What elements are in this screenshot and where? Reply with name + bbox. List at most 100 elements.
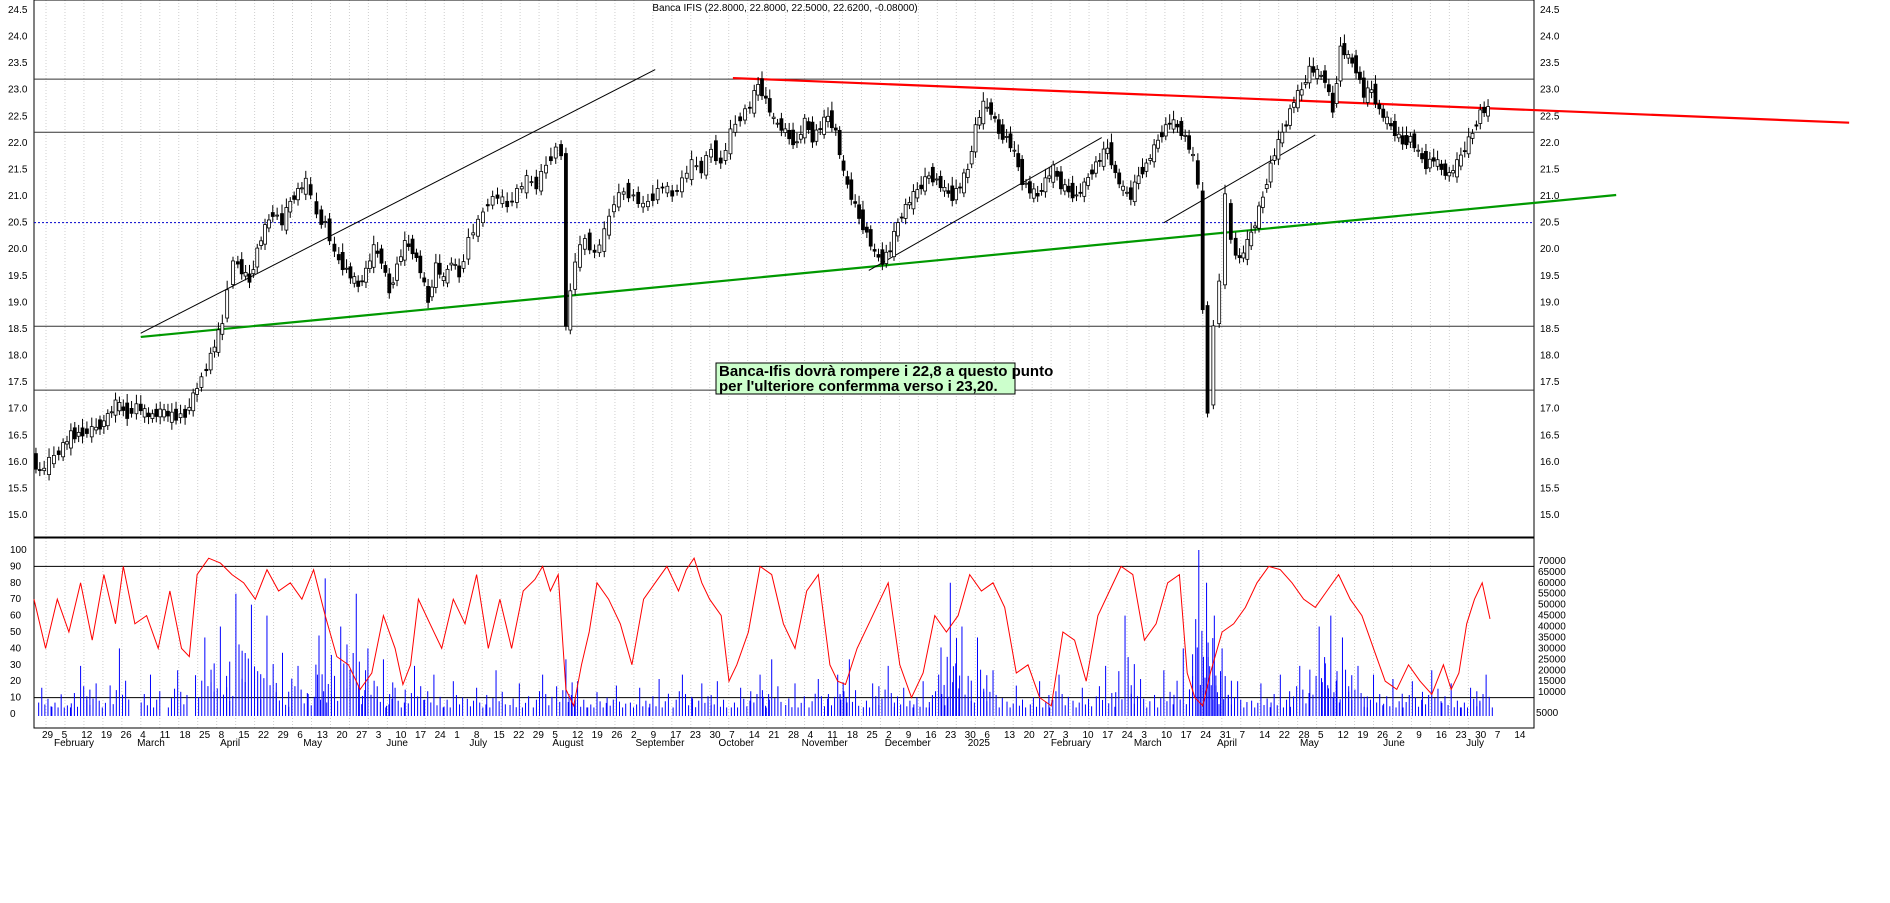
candle-body xyxy=(1260,196,1265,208)
date-day-label: 8 xyxy=(219,730,225,741)
candle-body xyxy=(519,186,524,190)
candle-body xyxy=(1424,150,1428,170)
candle-body xyxy=(1420,153,1424,160)
date-day-label: 11 xyxy=(160,730,171,741)
candle-body xyxy=(515,188,519,203)
candle-body xyxy=(332,243,337,252)
price-tick-right: 24.0 xyxy=(1540,32,1560,43)
candle-body xyxy=(348,266,353,279)
candle-body xyxy=(841,160,846,171)
candle-body xyxy=(280,213,284,226)
candle-body xyxy=(61,442,66,458)
candle-body xyxy=(818,128,823,130)
candle-body xyxy=(263,224,267,245)
date-day-label: 5 xyxy=(62,730,68,741)
date-month-label: July xyxy=(1466,738,1484,749)
price-tick-right: 19.5 xyxy=(1540,271,1560,282)
candle-body xyxy=(101,420,106,427)
annotation-box: Banca-Ifis dovrà rompere i 22,8 a questo… xyxy=(715,362,1053,395)
date-day-label: 3 xyxy=(1141,730,1147,741)
volume-tick: 15000 xyxy=(1538,676,1566,687)
candle-body xyxy=(791,129,795,146)
candle-body xyxy=(592,249,597,253)
candle-body xyxy=(760,78,764,97)
candle-body xyxy=(204,368,209,372)
price-tick-right: 21.5 xyxy=(1540,164,1560,175)
candle-body xyxy=(76,431,81,437)
candle-body xyxy=(775,122,780,125)
oscillator-tick: 10 xyxy=(10,693,22,704)
date-day-label: 7 xyxy=(1495,730,1501,741)
candle-body xyxy=(1385,116,1390,125)
candle-body xyxy=(1350,57,1355,64)
price-tick-left: 24.0 xyxy=(8,32,28,43)
candle-body xyxy=(255,247,260,268)
candle-body xyxy=(1323,70,1327,83)
volume-tick: 65000 xyxy=(1538,567,1566,578)
volume-tick: 55000 xyxy=(1538,589,1566,600)
candle-body xyxy=(134,403,139,415)
candle-body xyxy=(1200,190,1205,311)
candle-body xyxy=(1292,102,1296,108)
candle-body xyxy=(1090,169,1094,175)
date-month-label: May xyxy=(303,738,322,749)
date-month-label: 2025 xyxy=(968,738,991,749)
date-day-label: 6 xyxy=(297,730,303,741)
price-tick-left: 22.5 xyxy=(8,111,28,122)
date-day-label: 29 xyxy=(533,730,545,741)
candle-body xyxy=(631,194,636,197)
candle-body xyxy=(323,221,328,223)
trendline xyxy=(868,137,1102,271)
date-day-label: 26 xyxy=(1377,730,1389,741)
candle-body xyxy=(1365,87,1370,103)
trendline xyxy=(732,76,1850,124)
candle-body xyxy=(1486,106,1490,117)
price-tick-right: 15.0 xyxy=(1540,510,1560,521)
candle-body xyxy=(1373,83,1378,105)
candle-body xyxy=(1264,184,1269,190)
candle-body xyxy=(539,171,544,192)
candle-body xyxy=(1187,135,1191,150)
candle-body xyxy=(1191,153,1195,157)
candle-body xyxy=(1074,194,1079,197)
trendlines xyxy=(140,69,1850,339)
candle-body xyxy=(505,200,510,208)
candle-body xyxy=(1257,205,1261,229)
candle-body xyxy=(899,216,904,219)
candle-body xyxy=(718,157,723,164)
date-day-label: 17 xyxy=(1181,730,1193,741)
candle-body xyxy=(125,402,130,419)
candle-body xyxy=(810,121,815,143)
candle-body xyxy=(34,453,38,470)
candle-body xyxy=(1435,159,1440,167)
candle-body xyxy=(743,108,747,121)
candle-body xyxy=(340,251,345,271)
candle-body xyxy=(284,207,289,231)
candle-body xyxy=(733,123,738,133)
candle-body xyxy=(689,159,694,180)
candle-body xyxy=(1024,182,1028,185)
candle-body xyxy=(364,267,368,283)
date-axis-labels: 29 5 12 19 26 4 11 18 25 8 15 22 29 6 13 20 27 3 10 17 24 1 8 1… xyxy=(34,727,1534,749)
candle-body xyxy=(728,128,733,155)
candle-body xyxy=(85,428,89,434)
date-month-label: February xyxy=(1051,738,1091,749)
volume-tick: 50000 xyxy=(1538,600,1566,611)
candle-body xyxy=(930,166,935,183)
date-day-label: 2 xyxy=(1397,730,1403,741)
candle-body xyxy=(802,117,807,139)
candle-body xyxy=(973,124,978,153)
candle-body xyxy=(1334,83,1339,104)
candle-body xyxy=(1346,54,1351,59)
candle-body xyxy=(853,201,858,204)
candle-body xyxy=(636,191,641,205)
candle-body xyxy=(47,456,51,475)
candle-body xyxy=(1451,170,1456,174)
oscillator-path xyxy=(33,557,1491,708)
date-day-label: 7 xyxy=(729,730,735,741)
candle-body xyxy=(352,276,357,284)
candle-body xyxy=(958,186,962,189)
candle-body xyxy=(1412,133,1417,149)
candle-body xyxy=(402,240,407,261)
candle-body xyxy=(587,232,592,251)
